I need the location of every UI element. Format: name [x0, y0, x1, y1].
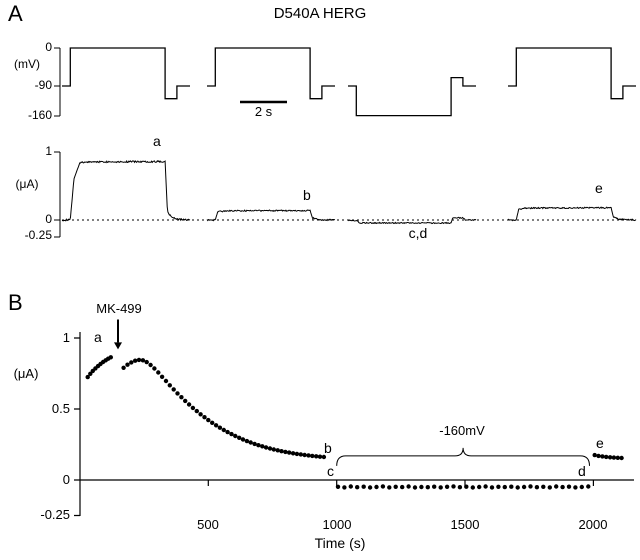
figure-title: D540A HERG	[273, 5, 367, 22]
b-y-axis-unit: (μA)	[13, 366, 39, 381]
panel-a-label: A	[8, 1, 23, 26]
current-tick-1: 1	[45, 144, 52, 158]
trace-label-e: e	[595, 180, 603, 196]
b-ytick-05: 0.5	[51, 401, 70, 416]
timepoint-label-c: c	[327, 463, 334, 479]
b-xtick-500: 500	[197, 517, 219, 532]
timepoint-label-a: a	[94, 329, 102, 345]
b-ytick-0: 0	[62, 472, 70, 487]
holding-voltage-label: -160mV	[439, 423, 485, 438]
scale-bar-label: 2 s	[254, 104, 273, 119]
current-tick-0: 0	[45, 212, 52, 226]
voltage-tick-minus90: -90	[34, 78, 52, 92]
current-axis-unit: (μA)	[15, 177, 39, 191]
trace-label-a: a	[153, 133, 161, 149]
b-ytick-1: 1	[62, 330, 70, 345]
voltage-tick-minus160: -160	[27, 108, 52, 122]
b-x-axis-title: Time (s)	[314, 535, 366, 551]
timepoint-label-d: d	[578, 463, 586, 479]
voltage-axis-unit: (mV)	[14, 57, 40, 71]
b-ytick-minus025: -0.25	[40, 507, 70, 522]
b-xtick-2000: 2000	[578, 517, 608, 532]
b-xtick-1000: 1000	[322, 517, 352, 532]
b-xtick-1500: 1500	[450, 517, 480, 532]
trace-label-b: b	[303, 187, 311, 203]
timepoint-label-e: e	[596, 435, 604, 451]
timepoint-label-b: b	[324, 440, 332, 456]
panel-b-label: B	[8, 290, 23, 315]
drug-label-mk499: MK-499	[96, 301, 142, 316]
trace-label-cd: c,d	[408, 225, 428, 241]
current-tick-minus025: -0.25	[24, 228, 52, 242]
voltage-tick-0: 0	[45, 40, 52, 54]
